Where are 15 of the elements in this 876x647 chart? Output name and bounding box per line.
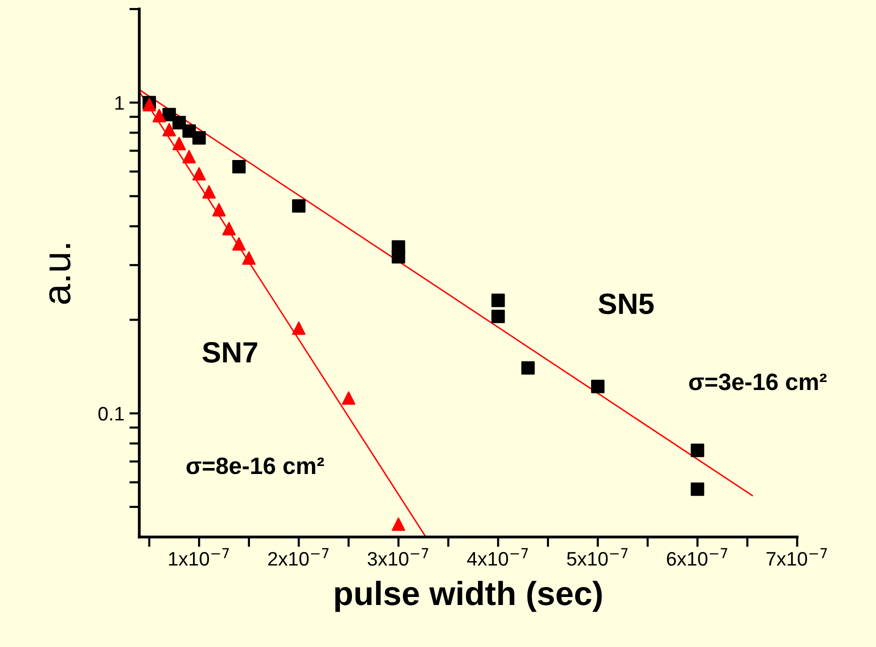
x-tick-label: 4x10$^{−7}$: [467, 548, 528, 566]
annotation: SN7: [202, 342, 258, 363]
annotation: σ=8e-16 cm²: [186, 457, 324, 474]
x-tick-label: 2x10$^{−7}$: [268, 548, 329, 566]
y-axis-title: a.u.: [49, 244, 71, 304]
annotation: σ=3e-16 cm²: [689, 374, 827, 390]
x-tick-label: 1x10$^{−7}$: [169, 548, 229, 566]
x-tick-label: 7x10$^{−7}$: [766, 548, 827, 566]
y-tick-label: 0.1: [98, 406, 124, 421]
x-tick-label: 3x10$^{−7}$: [368, 548, 428, 566]
x-tick-label: 5x10$^{−7}$: [567, 548, 628, 566]
x-axis-title: pulse width (sec): [335, 580, 602, 612]
x-tick-label: 6x10$^{−7}$: [666, 548, 728, 566]
annotation: SN5: [598, 293, 654, 314]
y-tick-label: 1: [115, 96, 124, 110]
